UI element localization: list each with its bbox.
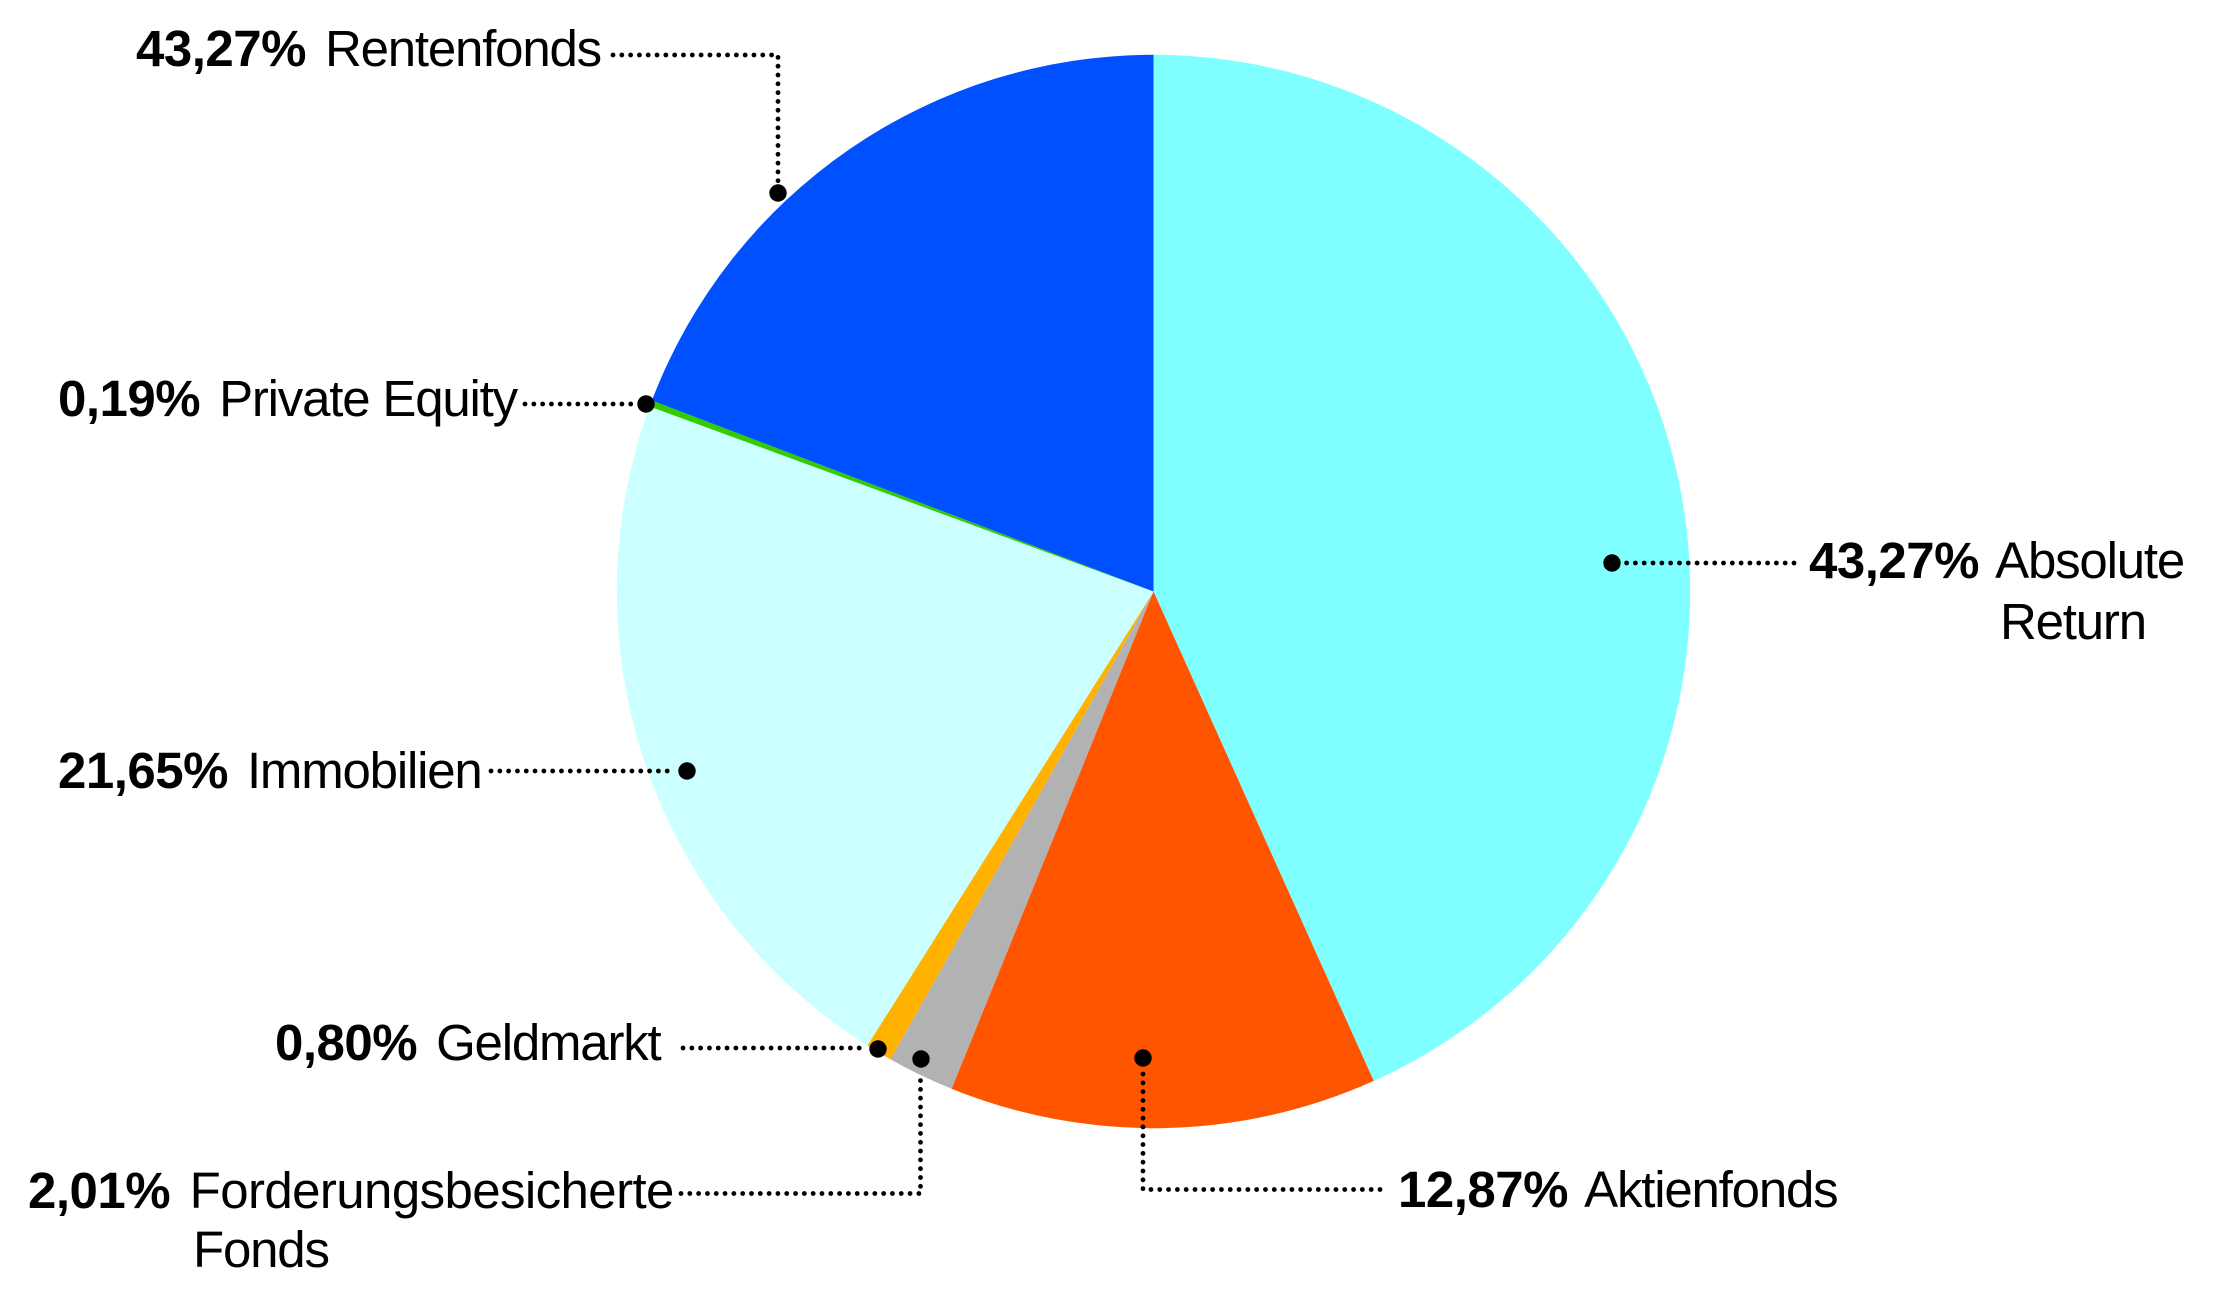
svg-text:43,27% Rentenfonds: 43,27% Rentenfonds [136, 20, 601, 77]
svg-text:Return: Return [2000, 593, 2146, 650]
svg-text:0,80% Geldmarkt: 0,80% Geldmarkt [275, 1014, 662, 1071]
svg-text:43,27% Absolute: 43,27% Absolute [1809, 532, 2184, 589]
svg-text:12,87% Aktienfonds: 12,87% Aktienfonds [1398, 1161, 1837, 1218]
svg-text:0,19% Private Equity: 0,19% Private Equity [58, 370, 519, 427]
svg-text:Fonds: Fonds [193, 1221, 329, 1278]
svg-text:2,01% Forderungsbesicherte: 2,01% Forderungsbesicherte [28, 1162, 674, 1219]
svg-text:21,65% Immobilien: 21,65% Immobilien [58, 742, 482, 799]
